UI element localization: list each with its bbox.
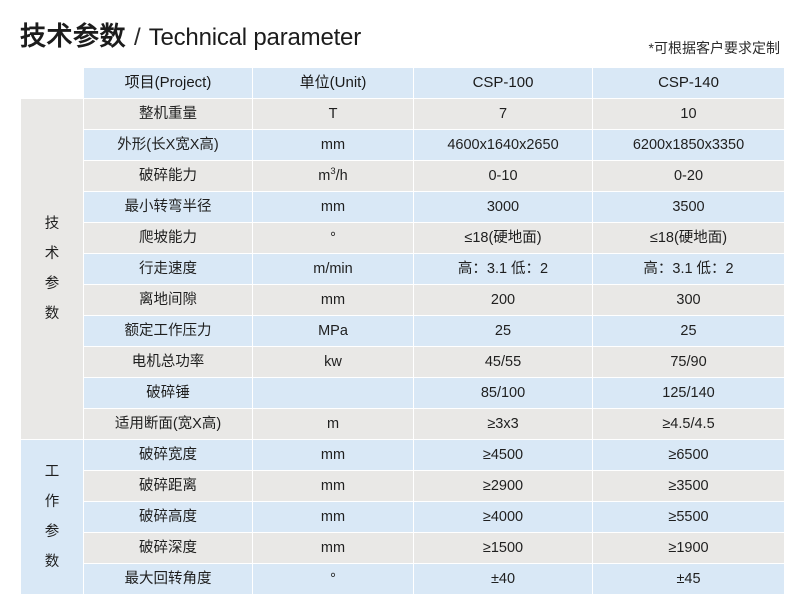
header-cell-project: 项目(Project) [84, 68, 252, 98]
cell-csp100: 高：3.1 低：2 [414, 254, 592, 284]
cell-csp140: 125/140 [593, 378, 784, 408]
cell-unit: mm [253, 192, 413, 222]
table-row: 适用断面(宽X高) m ≥3x3 ≥4.5/4.5 [21, 409, 784, 439]
title-chinese: 技术参数 [20, 21, 127, 51]
cell-csp100: 45/55 [414, 347, 592, 377]
cell-csp140: ≥6500 [593, 440, 784, 470]
cell-unit: m3/h [253, 161, 413, 191]
cell-project: 破碎距离 [84, 471, 252, 501]
table-row: 工作参数破碎宽度 mm ≥4500 ≥6500 [21, 440, 784, 594]
table-header-row: 项目(Project) 单位(Unit) CSP-100 CSP-140 [21, 68, 784, 98]
page-header: 技术参数 / Technical parameter *可根据客户要求定制 [0, 16, 800, 60]
cell-project: 额定工作压力 [84, 316, 252, 346]
cell-unit: m/min [253, 254, 413, 284]
table-row: 额定工作压力 MPa 25 25 [21, 316, 784, 346]
cell-csp100: ±40 [414, 564, 592, 594]
cell-csp140: 75/90 [593, 347, 784, 377]
cell-csp140: 0-20 [593, 161, 784, 191]
table-row: 最大回转角度 ° ±40 ±45 [21, 564, 784, 594]
cell-project: 外形(长X宽X高) [84, 130, 252, 160]
cell-project: 破碎宽度 [84, 440, 252, 470]
cell-project: 爬坡能力 [84, 223, 252, 253]
cell-csp140: 高：3.1 低：2 [593, 254, 784, 284]
cell-csp100: 4600x1640x2650 [414, 130, 592, 160]
table-row: 外形(长X宽X高) mm 4600x1640x2650 6200x1850x3350 [21, 130, 784, 160]
cell-unit: mm [253, 471, 413, 501]
cell-csp140: ≥1900 [593, 533, 784, 563]
cell-unit: MPa [253, 316, 413, 346]
cell-csp100: 25 [414, 316, 592, 346]
cell-csp140: 300 [593, 285, 784, 315]
cell-unit: kw [253, 347, 413, 377]
cell-unit [253, 378, 413, 408]
cell-csp100: ≥4500 [414, 440, 592, 470]
cell-unit: mm [253, 285, 413, 315]
cell-project: 行走速度 [84, 254, 252, 284]
cell-project: 破碎高度 [84, 502, 252, 532]
cell-csp100: ≥4000 [414, 502, 592, 532]
cell-project: 破碎能力 [84, 161, 252, 191]
page-title: 技术参数 / Technical parameter [20, 16, 361, 53]
cell-csp140: 10 [593, 99, 784, 129]
cell-csp140: ≥3500 [593, 471, 784, 501]
table-row: 离地间隙 mm 200 300 [21, 285, 784, 315]
header-cell-csp140: CSP-140 [593, 68, 784, 98]
table-row: 破碎距离 mm ≥2900 ≥3500 [21, 471, 784, 501]
cell-csp140: 25 [593, 316, 784, 346]
cell-csp100: ≥1500 [414, 533, 592, 563]
cell-project: 破碎锤 [84, 378, 252, 408]
cell-project: 适用断面(宽X高) [84, 409, 252, 439]
cell-csp100: ≤18(硬地面) [414, 223, 592, 253]
cell-csp100: 85/100 [414, 378, 592, 408]
table-body: 技术参数整机重量 T 7 10 外形(长X宽X高) mm 4600x1640x2650 620… [21, 99, 784, 594]
cell-csp100: 7 [414, 99, 592, 129]
cell-unit: mm [253, 533, 413, 563]
table-head: 项目(Project) 单位(Unit) CSP-100 CSP-140 [21, 68, 784, 98]
cell-unit: ° [253, 223, 413, 253]
cell-unit: mm [253, 502, 413, 532]
cell-csp140: ≥4.5/4.5 [593, 409, 784, 439]
cell-project: 整机重量 [84, 99, 252, 129]
cell-project: 最小转弯半径 [84, 192, 252, 222]
table-row: 破碎能力 m3/h 0-10 0-20 [21, 161, 784, 191]
cell-unit: T [253, 99, 413, 129]
table-row: 破碎高度 mm ≥4000 ≥5500 [21, 502, 784, 532]
cell-unit: mm [253, 440, 413, 470]
cell-csp140: ±45 [593, 564, 784, 594]
group-label-2: 工作参数 [21, 440, 83, 594]
spec-table-container: 项目(Project) 单位(Unit) CSP-100 CSP-140 技术参… [20, 67, 785, 595]
cell-csp140: ≤18(硬地面) [593, 223, 784, 253]
cell-csp140: 3500 [593, 192, 784, 222]
table-row: 电机总功率 kw 45/55 75/90 [21, 347, 784, 377]
cell-csp140: 6200x1850x3350 [593, 130, 784, 160]
cell-csp100: ≥3x3 [414, 409, 592, 439]
cell-unit: mm [253, 130, 413, 160]
table-row: 爬坡能力 ° ≤18(硬地面) ≤18(硬地面) [21, 223, 784, 253]
cell-project: 离地间隙 [84, 285, 252, 315]
table-row: 破碎深度 mm ≥1500 ≥1900 [21, 533, 784, 563]
cell-project: 电机总功率 [84, 347, 252, 377]
cell-project: 最大回转角度 [84, 564, 252, 594]
title-english: Technical parameter [148, 24, 362, 51]
table-row: 破碎锤 85/100 125/140 [21, 378, 784, 408]
cell-csp100: ≥2900 [414, 471, 592, 501]
title-separator: / [134, 24, 141, 51]
customization-note: *可根据客户要求定制 [648, 40, 780, 56]
cell-csp140: ≥5500 [593, 502, 784, 532]
table-row: 技术参数整机重量 T 7 10 [21, 99, 784, 439]
specification-table: 项目(Project) 单位(Unit) CSP-100 CSP-140 技术参… [20, 67, 785, 595]
cell-unit: ° [253, 564, 413, 594]
group-label-1: 技术参数 [21, 99, 83, 439]
cell-csp100: 200 [414, 285, 592, 315]
table-row: 行走速度 m/min 高：3.1 低：2 高：3.1 低：2 [21, 254, 784, 284]
cell-csp100: 0-10 [414, 161, 592, 191]
cell-project: 破碎深度 [84, 533, 252, 563]
cell-unit: m [253, 409, 413, 439]
cell-csp100: 3000 [414, 192, 592, 222]
header-cell-csp100: CSP-100 [414, 68, 592, 98]
header-cell-group [21, 68, 83, 98]
table-row: 最小转弯半径 mm 3000 3500 [21, 192, 784, 222]
header-cell-unit: 单位(Unit) [253, 68, 413, 98]
